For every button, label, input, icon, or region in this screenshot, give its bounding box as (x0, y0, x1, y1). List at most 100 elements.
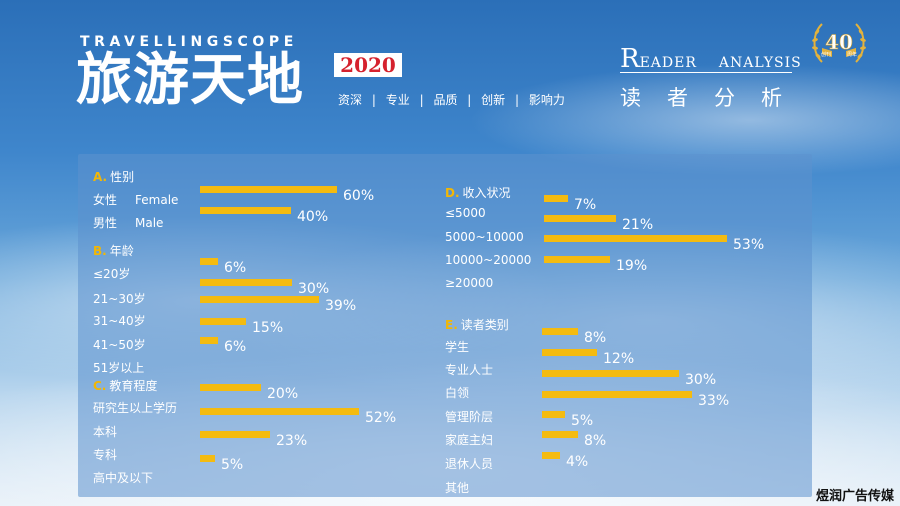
bar-2-5 (200, 337, 218, 344)
bar-5-3 (542, 370, 679, 377)
bar-value-label: 12% (603, 351, 635, 367)
anniversary-number: 40 (825, 30, 853, 54)
slogan-item: 创新 (481, 93, 506, 107)
slogan-separator: | (371, 93, 376, 107)
category-label: 专科 (93, 448, 118, 462)
bar-value-label: 4% (566, 454, 589, 470)
section-title-gender: A. 性别 (93, 168, 134, 185)
slogan-item: 影响力 (528, 93, 565, 107)
slogan: 资深 | 专业 | 品质 | 创新 | 影响力 (338, 91, 565, 108)
category-label: 21~30岁 (93, 292, 146, 306)
section-title-text: 教育程度 (109, 379, 158, 393)
bar-value-label: 21% (622, 217, 654, 233)
bar-5-1 (542, 328, 578, 335)
category-label: ≤20岁 (93, 267, 131, 281)
section-title-reader-type: E. 读者类别 (445, 316, 509, 333)
section-title-text: 读者类别 (460, 318, 509, 332)
section-letter: E. (445, 318, 458, 332)
bar-5-2 (542, 349, 597, 356)
bar-5-7 (542, 452, 560, 459)
section-title-income: D. 收入状况 (445, 184, 511, 201)
category-label: 其他 (445, 481, 470, 495)
slogan-item: 资深 (338, 93, 363, 107)
reader-analysis-title: READER ANALYSIS (620, 44, 802, 74)
section-title-text: 年龄 (109, 244, 134, 258)
bar-5-4 (542, 391, 692, 398)
section-letter: A. (93, 170, 108, 184)
anniversary-right-label: 周年 (847, 51, 857, 58)
bar-value-label: 30% (685, 372, 717, 388)
category-label: 51岁以上 (93, 361, 145, 375)
category-label: 家庭主妇 (445, 433, 494, 447)
category-label: ≤5000 (445, 206, 486, 220)
category-label: 41~50岁 (93, 338, 146, 352)
bar-value-label: 33% (698, 393, 730, 409)
bar-3-4 (200, 455, 215, 462)
bar-3-1 (200, 384, 261, 391)
section-title-age: B. 年龄 (93, 242, 134, 259)
section-title-text: 收入状况 (462, 186, 511, 200)
bar-4-3 (544, 235, 727, 242)
bar-3-3 (200, 431, 270, 438)
bar-value-label: 52% (365, 410, 397, 426)
bar-4-2 (544, 215, 616, 222)
section-letter: C. (93, 379, 107, 393)
category-en: Male (135, 216, 164, 230)
bar-2-1 (200, 258, 218, 265)
slogan-item: 专业 (385, 93, 410, 107)
reader-analysis-rest: EADER (639, 55, 697, 71)
bar-value-label: 5% (221, 457, 244, 473)
bar-value-label: 8% (584, 433, 607, 449)
bar-value-label: 19% (616, 258, 648, 274)
reader-analysis-analysis: ANALYSIS (718, 55, 802, 71)
bar-2-4 (200, 318, 246, 325)
title-underline (620, 72, 792, 73)
category-label: 女性 Female (93, 191, 178, 208)
slogan-item: 品质 (433, 93, 458, 107)
bar-value-label: 53% (733, 237, 765, 253)
year-badge: 2020 (334, 53, 402, 77)
category-label: 男性 Male (93, 214, 163, 231)
category-label: 高中及以下 (93, 471, 154, 485)
category-en: Female (135, 193, 179, 207)
bar-2-3 (200, 296, 319, 303)
section-title-text: 性别 (110, 170, 135, 184)
reader-analysis-chinese: 读者分析 (620, 86, 808, 110)
category-label: 本科 (93, 425, 118, 439)
bar-value-label: 40% (297, 209, 329, 225)
bar-value-label: 23% (276, 433, 308, 449)
bar-3-2 (200, 408, 359, 415)
slogan-separator: | (467, 93, 472, 107)
bar-value-label: 39% (325, 298, 357, 314)
category-label: 退休人员 (445, 457, 494, 471)
bar-value-label: 6% (224, 260, 247, 276)
slogan-separator: | (515, 93, 520, 107)
anniversary-left-label: 创刊 (821, 51, 831, 58)
category-label: ≥20000 (445, 276, 494, 290)
bar-value-label: 8% (584, 330, 607, 346)
bar-value-label: 30% (298, 281, 330, 297)
category-cn: 女性 (93, 193, 118, 207)
bar-value-label: 20% (267, 386, 299, 402)
bar-1-1 (200, 186, 337, 193)
brand-chinese-name: 旅游天地 (76, 48, 304, 113)
brand-english-name: TRAVELLINGSCOPE (80, 34, 298, 50)
bar-value-label: 60% (343, 188, 375, 204)
bar-value-label: 5% (571, 413, 594, 429)
category-label: 白领 (445, 386, 470, 400)
section-letter: D. (445, 186, 460, 200)
category-label: 专业人士 (445, 363, 494, 377)
bar-value-label: 15% (252, 320, 284, 336)
category-label: 31~40岁 (93, 314, 146, 328)
category-cn: 男性 (93, 216, 118, 230)
bar-5-5 (542, 411, 565, 418)
reader-analysis-initial: R (620, 44, 640, 74)
section-title-education: C. 教育程度 (93, 377, 157, 394)
bar-5-6 (542, 431, 578, 438)
bar-4-4 (544, 256, 610, 263)
bar-2-2 (200, 279, 292, 286)
section-letter: B. (93, 244, 107, 258)
category-label: 管理阶层 (445, 410, 494, 424)
category-label: 研究生以上学历 (93, 401, 178, 415)
